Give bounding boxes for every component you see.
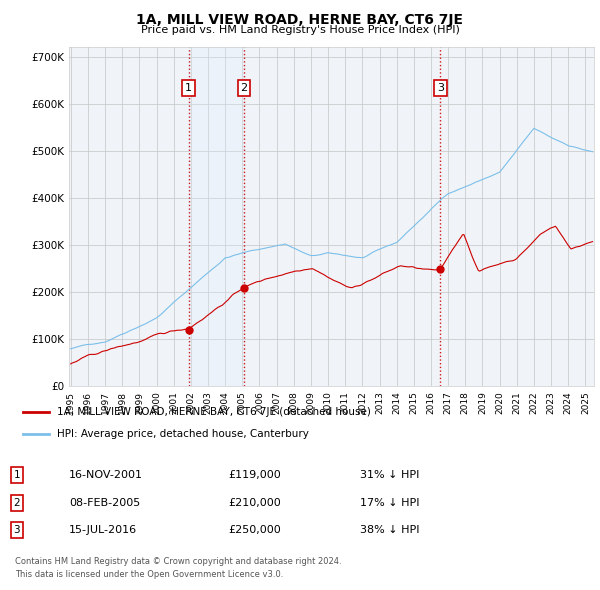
Text: 1: 1 bbox=[13, 470, 20, 480]
Text: Contains HM Land Registry data © Crown copyright and database right 2024.: Contains HM Land Registry data © Crown c… bbox=[15, 558, 341, 566]
Text: 1A, MILL VIEW ROAD, HERNE BAY, CT6 7JE: 1A, MILL VIEW ROAD, HERNE BAY, CT6 7JE bbox=[137, 13, 464, 27]
Text: £210,000: £210,000 bbox=[228, 498, 281, 507]
Text: 1A, MILL VIEW ROAD, HERNE BAY, CT6 7JE (detached house): 1A, MILL VIEW ROAD, HERNE BAY, CT6 7JE (… bbox=[57, 407, 371, 417]
Text: 2: 2 bbox=[13, 498, 20, 507]
Text: 3: 3 bbox=[437, 83, 444, 93]
Text: £119,000: £119,000 bbox=[228, 470, 281, 480]
Text: 15-JUL-2016: 15-JUL-2016 bbox=[69, 526, 137, 535]
Bar bbox=[189, 47, 244, 386]
Text: 08-FEB-2005: 08-FEB-2005 bbox=[69, 498, 140, 507]
Text: 2: 2 bbox=[241, 83, 248, 93]
Text: 3: 3 bbox=[13, 526, 20, 535]
Text: 38% ↓ HPI: 38% ↓ HPI bbox=[360, 526, 419, 535]
Text: HPI: Average price, detached house, Canterbury: HPI: Average price, detached house, Cant… bbox=[57, 430, 309, 440]
Text: Price paid vs. HM Land Registry's House Price Index (HPI): Price paid vs. HM Land Registry's House … bbox=[140, 25, 460, 35]
Text: 1: 1 bbox=[185, 83, 192, 93]
Text: £250,000: £250,000 bbox=[228, 526, 281, 535]
Text: 17% ↓ HPI: 17% ↓ HPI bbox=[360, 498, 419, 507]
Text: 31% ↓ HPI: 31% ↓ HPI bbox=[360, 470, 419, 480]
Text: This data is licensed under the Open Government Licence v3.0.: This data is licensed under the Open Gov… bbox=[15, 571, 283, 579]
Text: 16-NOV-2001: 16-NOV-2001 bbox=[69, 470, 143, 480]
